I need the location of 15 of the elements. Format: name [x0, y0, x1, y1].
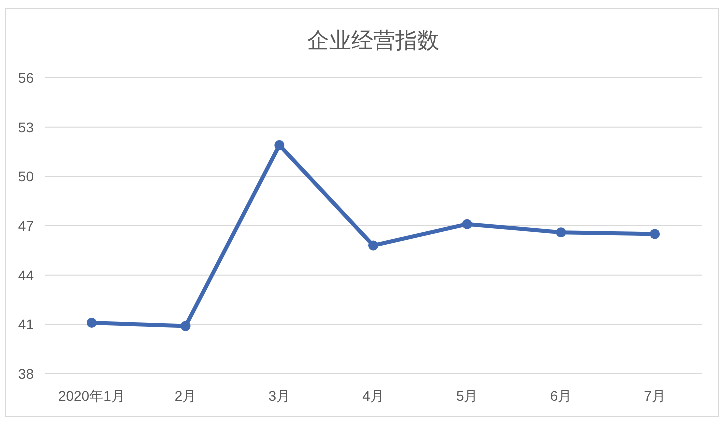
x-tick-label: 3月 [268, 388, 291, 404]
y-tick-label: 44 [18, 267, 34, 284]
y-tick-label: 53 [18, 119, 34, 136]
x-tick-label: 5月 [456, 388, 478, 404]
y-tick-label: 50 [18, 168, 34, 185]
x-tick-label: 2月 [174, 388, 197, 404]
x-tick-label: 2020年1月 [58, 388, 126, 404]
x-tick-label: 4月 [362, 388, 384, 404]
title: 企业经营指数 [308, 28, 440, 53]
x-tick-label: 7月 [644, 388, 666, 404]
y-tick-label: 47 [18, 218, 34, 234]
y-tick-label: 56 [18, 70, 34, 86]
y-tick-label: 38 [18, 366, 34, 382]
y-tick-label: 41 [18, 316, 34, 333]
x-tick-label: 6月 [550, 388, 572, 404]
